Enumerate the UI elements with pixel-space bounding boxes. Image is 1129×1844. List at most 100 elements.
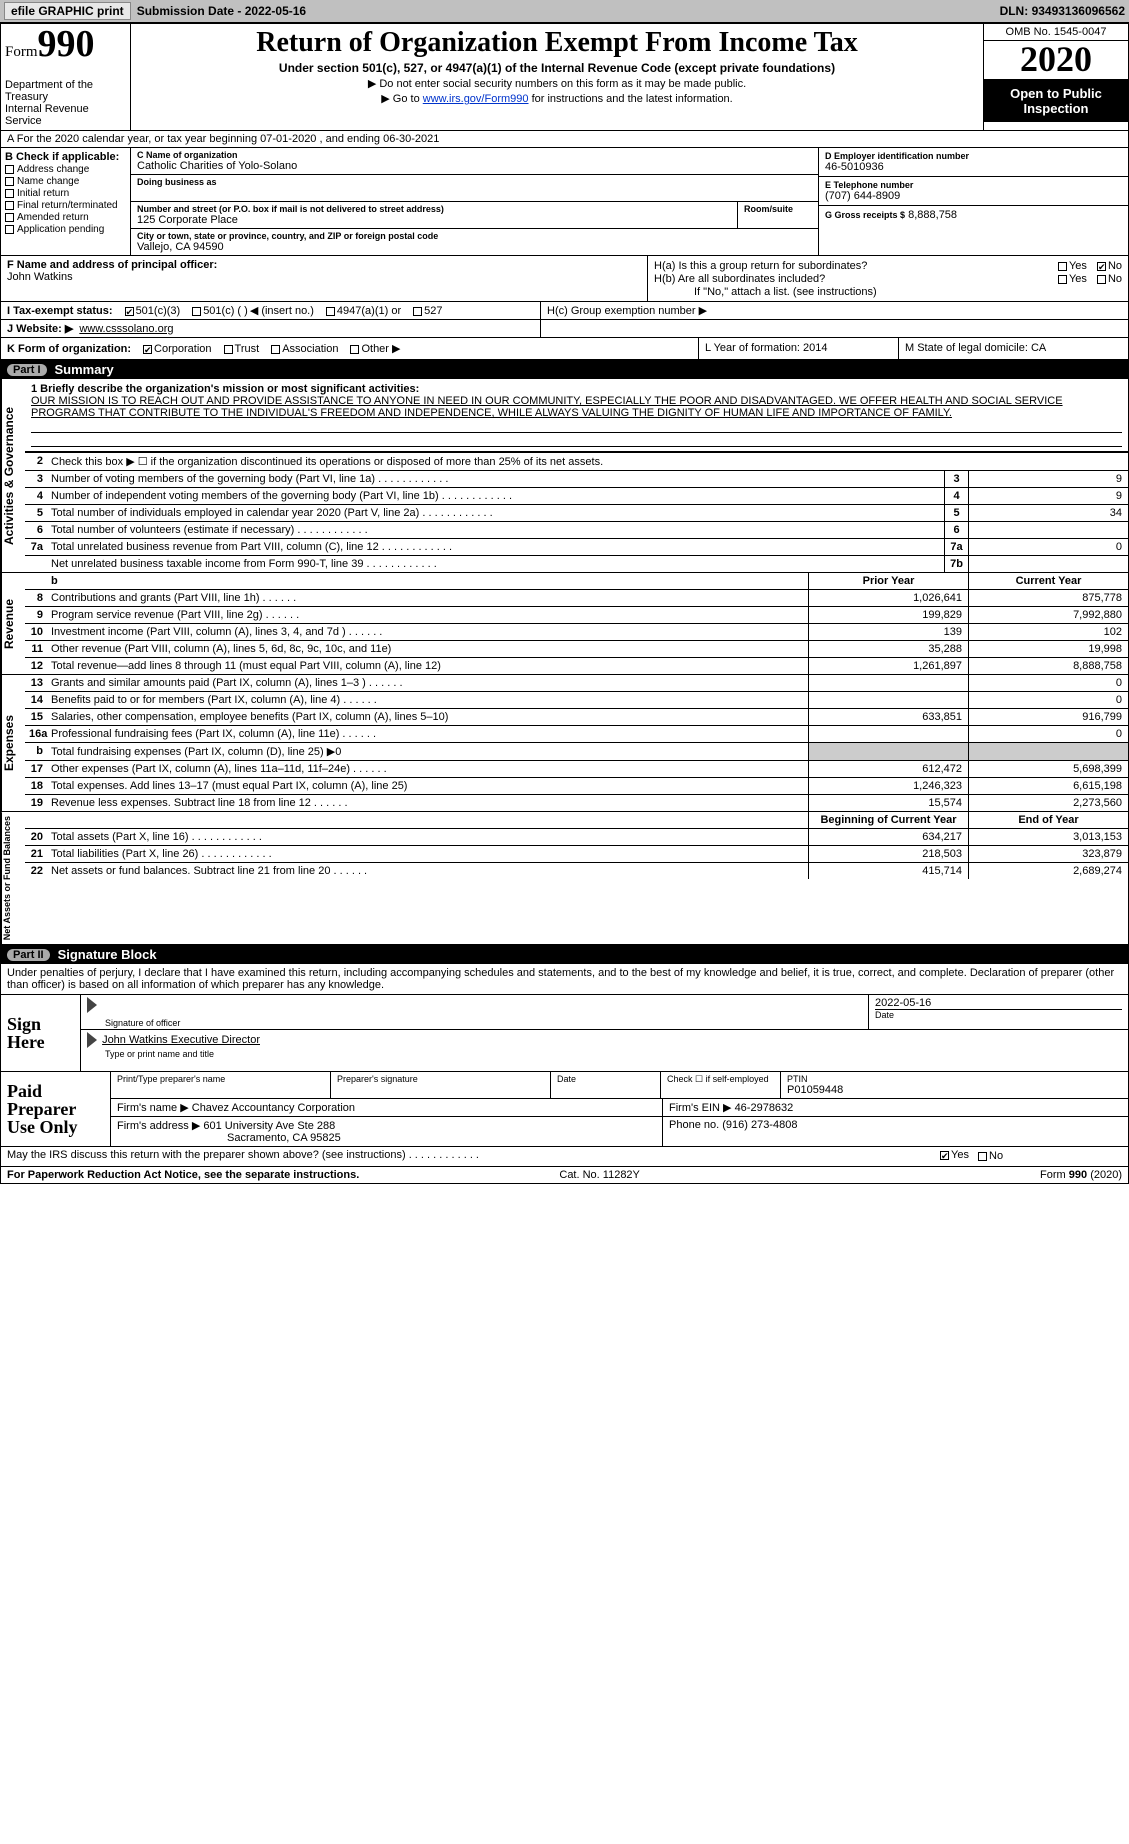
part-i-bar: Part ISummary [1,360,1128,379]
vtab-revenue: Revenue [1,573,25,674]
line-a-period: A For the 2020 calendar year, or tax yea… [1,131,1128,148]
chk-name-change[interactable]: Name change [5,176,126,187]
chk-amended-return[interactable]: Amended return [5,212,126,223]
col-eoy: End of Year [968,812,1128,828]
line-20: Total assets (Part X, line 16) [47,829,808,845]
dba-label: Doing business as [137,177,812,187]
box-b: B Check if applicable: Address change Na… [1,148,131,255]
form-number: Form990 [5,27,126,61]
footer: For Paperwork Reduction Act Notice, see … [1,1167,1128,1183]
col-boy: Beginning of Current Year [808,812,968,828]
line-15: Salaries, other compensation, employee b… [47,709,808,725]
top-toolbar: efile GRAPHIC print Submission Date - 20… [0,0,1129,23]
firm-name: Chavez Accountancy Corporation [192,1102,355,1114]
discuss-question: May the IRS discuss this return with the… [1,1147,928,1166]
h-a-row: H(a) Is this a group return for subordin… [654,260,1122,272]
box-c-label: C Name of organization [137,150,812,160]
line-7b: Net unrelated business taxable income fr… [47,556,944,572]
line-22: Net assets or fund balances. Subtract li… [47,863,808,879]
line-5: Total number of individuals employed in … [47,505,944,521]
form-title: Return of Organization Exempt From Incom… [137,27,977,59]
efile-button[interactable]: efile GRAPHIC print [4,2,131,20]
line-11: Other revenue (Part VIII, column (A), li… [47,641,808,657]
vtab-netassets: Net Assets or Fund Balances [1,812,25,944]
sig-date: 2022-05-16 [875,997,1122,1009]
line-17: Other expenses (Part IX, column (A), lin… [47,761,808,777]
phone-value: (707) 644-8909 [825,190,1122,202]
open-to-public: Open to Public Inspection [984,80,1128,122]
line-2: Check this box ▶ ☐ if the organization d… [47,453,1128,470]
row-k: K Form of organization: Corporation Trus… [1,338,698,359]
col-prior-year: Prior Year [808,573,968,589]
street-label: Number and street (or P.O. box if mail i… [137,204,731,214]
room-label: Room/suite [738,202,818,228]
org-name: Catholic Charities of Yolo-Solano [137,160,812,172]
box-f-label: F Name and address of principal officer: [7,259,641,271]
line-16b: Total fundraising expenses (Part IX, col… [47,743,808,760]
vtab-governance: Activities & Governance [1,379,25,572]
hdr-preparer-sig: Preparer's signature [331,1072,551,1098]
officer-name: John Watkins [7,271,641,283]
line-21: Total liabilities (Part X, line 26) [47,846,808,862]
hdr-preparer-name: Print/Type preparer's name [111,1072,331,1098]
hdr-self-employed: Check ☐ if self-employed [661,1072,781,1098]
hdr-date: Date [551,1072,661,1098]
ein-value: 46-5010936 [825,161,1122,173]
dept-label: Department of the Treasury Internal Reve… [5,79,126,127]
irs-link[interactable]: www.irs.gov/Form990 [423,93,529,105]
chk-initial-return[interactable]: Initial return [5,188,126,199]
row-j: J Website: ▶ www.csssolano.org [1,320,541,337]
note-link: ▶ Go to www.irs.gov/Form990 for instruct… [137,92,977,105]
h-b-row: H(b) Are all subordinates included? Yes … [654,273,1122,285]
street-value: 125 Corporate Place [137,214,731,226]
line-6: Total number of volunteers (estimate if … [47,522,944,538]
submission-label: Submission Date - 2022-05-16 [137,4,306,18]
h-c-row: H(c) Group exemption number ▶ [541,302,1128,319]
line-14: Benefits paid to or for members (Part IX… [47,692,808,708]
line-16a: Professional fundraising fees (Part IX, … [47,726,808,742]
line-4: Number of independent voting members of … [47,488,944,504]
gross-receipts: 8,888,758 [908,209,957,221]
box-b-title: B Check if applicable: [5,151,126,163]
officer-name-title: John Watkins Executive Director [102,1034,260,1046]
line-9: Program service revenue (Part VIII, line… [47,607,808,623]
row-i: I Tax-exempt status: 501(c)(3) 501(c) ( … [1,302,541,319]
box-g-label: G Gross receipts $ [825,210,905,220]
line-12: Total revenue—add lines 8 through 11 (mu… [47,658,808,674]
line-7a: Total unrelated business revenue from Pa… [47,539,944,555]
row-m: M State of legal domicile: CA [898,338,1128,359]
h-b-note: If "No," attach a list. (see instruction… [654,286,1122,298]
form-subtitle: Under section 501(c), 527, or 4947(a)(1)… [137,61,977,75]
triangle-icon [87,1032,97,1048]
firm-phone: (916) 273-4808 [722,1119,797,1131]
box-e-label: E Telephone number [825,180,1122,190]
chk-address-change[interactable]: Address change [5,164,126,175]
city-label: City or town, state or province, country… [137,231,812,241]
line-18: Total expenses. Add lines 13–17 (must eq… [47,778,808,794]
chk-final-return[interactable]: Final return/terminated [5,200,126,211]
tax-year: 2020 [984,41,1128,80]
note-ssn: ▶ Do not enter social security numbers o… [137,77,977,90]
form-header: Form990 Department of the Treasury Inter… [1,24,1128,131]
firm-addr2: Sacramento, CA 95825 [117,1132,341,1144]
ptin-value: P01059448 [787,1084,1122,1096]
chk-application-pending[interactable]: Application pending [5,224,126,235]
box-d-label: D Employer identification number [825,151,1122,161]
line-10: Investment income (Part VIII, column (A)… [47,624,808,640]
triangle-icon [87,997,97,1013]
dln-label: DLN: 93493136096562 [1000,4,1125,18]
line-19: Revenue less expenses. Subtract line 18 … [47,795,808,811]
row-l: L Year of formation: 2014 [698,338,898,359]
perjury-text: Under penalties of perjury, I declare th… [1,964,1128,995]
line-8: Contributions and grants (Part VIII, lin… [47,590,808,606]
firm-ein: 46-2978632 [735,1102,794,1114]
city-value: Vallejo, CA 94590 [137,241,812,253]
website-link[interactable]: www.csssolano.org [79,323,173,335]
col-current-year: Current Year [968,573,1128,589]
firm-addr1: 601 University Ave Ste 288 [203,1120,335,1132]
sig-officer-label: Signature of officer [105,1018,180,1028]
mission-block: 1 Briefly describe the organization's mi… [25,379,1128,452]
vtab-expenses: Expenses [1,675,25,811]
sign-here-label: Sign Here [1,995,81,1071]
line-3: Number of voting members of the governin… [47,471,944,487]
